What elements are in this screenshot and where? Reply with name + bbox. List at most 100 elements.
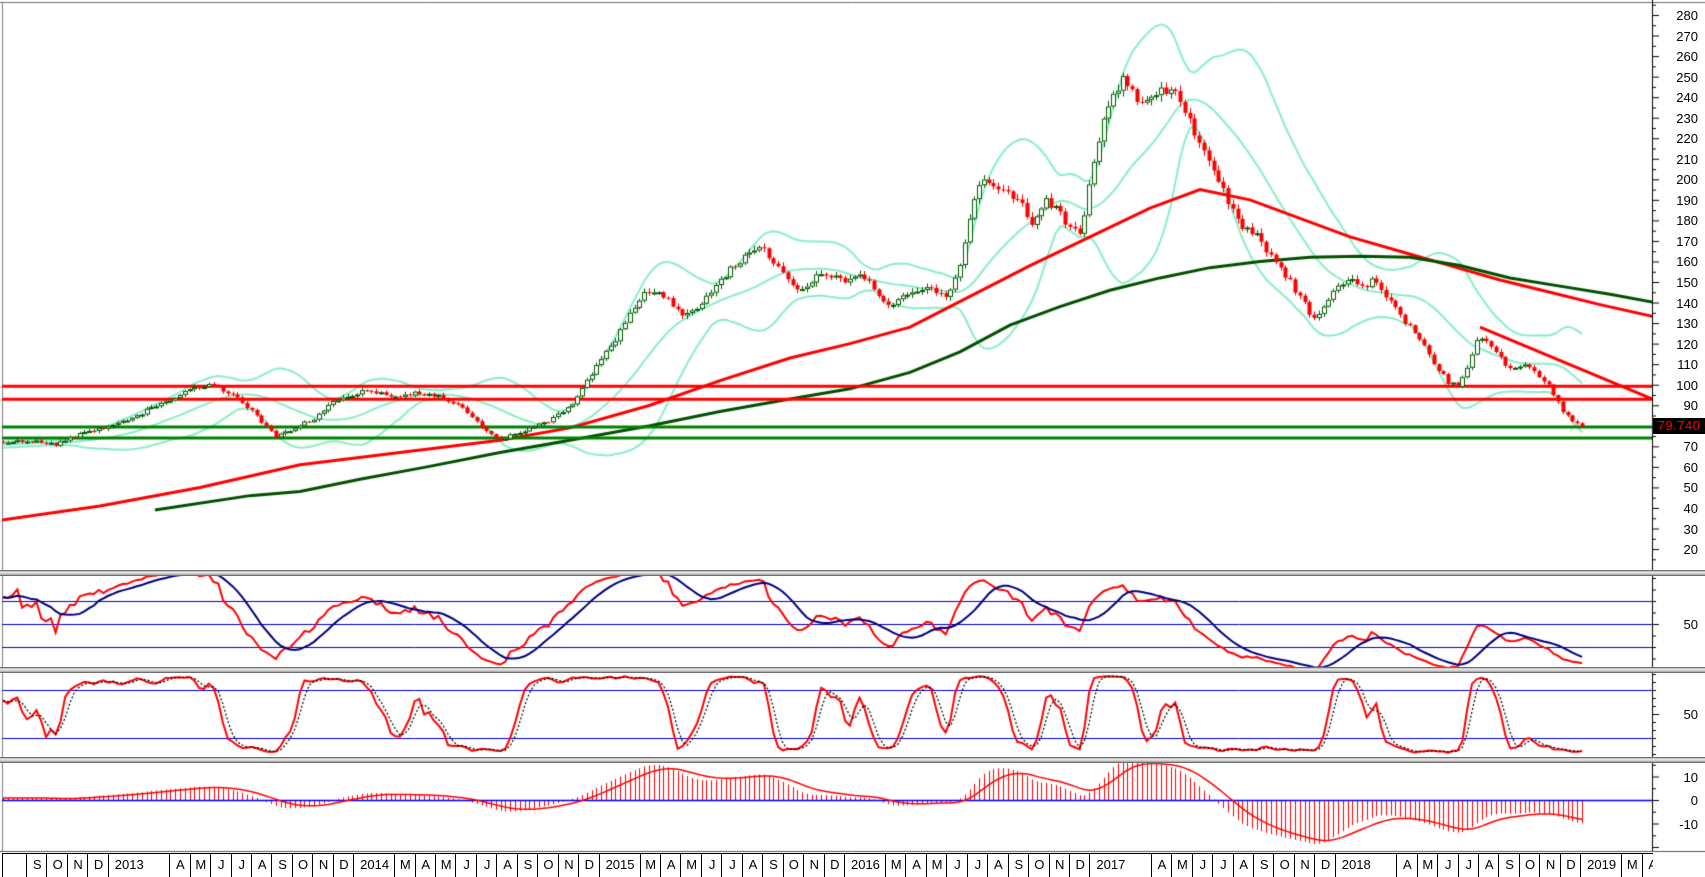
time-axis-month-label: J: [455, 854, 476, 877]
price-tick-label: 190: [1676, 193, 1698, 208]
time-axis-month-label: D: [823, 854, 845, 877]
price-tick-label: 150: [1676, 275, 1698, 290]
time-axis-month-label: O: [291, 854, 313, 877]
time-axis: S O N D 2013 A M J J A S O N D 2014 M A M J J A S O N D 2015 M A M J J…: [2, 853, 1653, 877]
price-tick-label: 130: [1676, 316, 1698, 331]
time-axis-month-label: N: [1293, 854, 1315, 877]
stoch-tick-label: 50: [1683, 707, 1698, 722]
time-axis-year-label: 2013: [107, 854, 150, 877]
price-tick-label: 250: [1676, 70, 1698, 85]
time-axis-month-label: A: [414, 854, 436, 877]
price-tick-label: 230: [1676, 111, 1698, 126]
time-axis-month-label: M: [1171, 854, 1192, 877]
time-axis-month-label: O: [46, 854, 67, 877]
time-axis-month-label: O: [1273, 854, 1294, 877]
time-axis-year-label: 2015: [598, 854, 641, 877]
time-axis-month-label: J: [475, 854, 497, 877]
time-axis-year-label: 2014: [353, 854, 395, 877]
price-tick-label: 180: [1676, 213, 1698, 228]
time-axis-year-label: 2019: [1580, 854, 1622, 877]
time-axis-month-label: S: [26, 854, 47, 877]
time-axis-month-label: A: [659, 854, 681, 877]
time-axis-month-label: S: [271, 854, 292, 877]
time-axis-month-label: A: [496, 854, 517, 877]
price-tick-label: 160: [1676, 254, 1698, 269]
time-axis-month-label: A: [1232, 854, 1254, 877]
time-axis-month-label: M: [189, 854, 211, 877]
price-tick-label: 210: [1676, 152, 1698, 167]
time-axis-month-label: N: [66, 854, 88, 877]
time-axis-month-label: D: [578, 854, 599, 877]
price-tick-label: 90: [1683, 398, 1698, 413]
time-axis-month-label: S: [762, 854, 783, 877]
price-tick-label: 110: [1677, 357, 1698, 372]
time-axis-month-label: M: [435, 854, 456, 877]
price-tick-label: 70: [1683, 439, 1698, 454]
panel-splitter[interactable]: [0, 667, 1705, 673]
rsi-tick-label: 50: [1683, 617, 1698, 632]
time-axis-month-label: S: [1253, 854, 1274, 877]
time-axis-month-label: D: [87, 854, 108, 877]
time-axis-month-label: D: [332, 854, 354, 877]
time-axis-month-label: M: [394, 854, 415, 877]
time-axis-month-label: M: [884, 854, 906, 877]
price-tick-label: 50: [1683, 480, 1698, 495]
time-axis-month-label: N: [803, 854, 824, 877]
time-axis-month-label: J: [966, 854, 988, 877]
time-axis-month-label: M: [1416, 854, 1438, 877]
time-axis-month-label: S: [1007, 854, 1029, 877]
time-axis-month-label: A: [169, 854, 190, 877]
rsi-panel[interactable]: [0, 576, 1652, 667]
time-axis-month-label: N: [312, 854, 333, 877]
price-panel[interactable]: [0, 2, 1652, 570]
price-tick-label: 170: [1676, 234, 1698, 249]
time-axis-month-label: A: [1641, 854, 1653, 877]
time-axis-month-label: M: [1621, 854, 1642, 877]
price-tick-label: 280: [1676, 8, 1698, 23]
time-axis-month-label: A: [987, 854, 1008, 877]
time-axis-month-label: M: [680, 854, 701, 877]
time-axis-month-label: N: [1539, 854, 1560, 877]
time-axis-month-label: J: [1212, 854, 1233, 877]
panel-splitter[interactable]: [0, 757, 1705, 763]
price-tick-label: 120: [1676, 337, 1698, 352]
time-axis-month-label: D: [1068, 854, 1090, 877]
panel-splitter[interactable]: [0, 570, 1705, 576]
time-axis-year-label: 2018: [1334, 854, 1377, 877]
price-tick-label: 140: [1676, 296, 1698, 311]
macd-tick-label: 10: [1683, 770, 1698, 785]
time-axis-month-label: S: [1498, 854, 1519, 877]
macd-tick-label: -10: [1679, 817, 1698, 832]
time-axis-month-label: J: [1437, 854, 1458, 877]
price-tick-label: 270: [1676, 29, 1698, 44]
price-tick-label: 260: [1676, 49, 1698, 64]
price-tick-label: 20: [1683, 542, 1698, 557]
time-axis-month-label: A: [741, 854, 763, 877]
last-price-value: 79.740: [1657, 418, 1701, 433]
time-axis-month-label: O: [537, 854, 558, 877]
time-axis-year-label: 2017: [1089, 854, 1131, 877]
time-axis-month-label: A: [905, 854, 926, 877]
macd-panel[interactable]: [0, 763, 1652, 851]
time-axis-month-label: A: [1477, 854, 1499, 877]
macd-tick-label: 0: [1690, 793, 1698, 808]
time-axis-month-label: M: [925, 854, 947, 877]
price-tick-label: 100: [1676, 378, 1698, 393]
time-axis-month-label: O: [782, 854, 804, 877]
time-axis-month-label: J: [721, 854, 742, 877]
time-axis-month-label: N: [1048, 854, 1070, 877]
last-price-tag: 79.740: [1653, 418, 1705, 434]
price-tick-label: 220: [1676, 131, 1698, 146]
price-tick-label: 40: [1683, 501, 1698, 516]
price-tick-label: 60: [1683, 460, 1698, 475]
time-axis-month-label: J: [210, 854, 231, 877]
stochastic-panel[interactable]: [0, 673, 1652, 757]
time-axis-month-label: J: [700, 854, 722, 877]
time-axis-month-label: A: [250, 854, 272, 877]
price-tick-label: 240: [1676, 90, 1698, 105]
time-axis-month-label: S: [516, 854, 538, 877]
time-axis-month-label: O: [1518, 854, 1540, 877]
time-axis-year-label: 2016: [844, 854, 886, 877]
